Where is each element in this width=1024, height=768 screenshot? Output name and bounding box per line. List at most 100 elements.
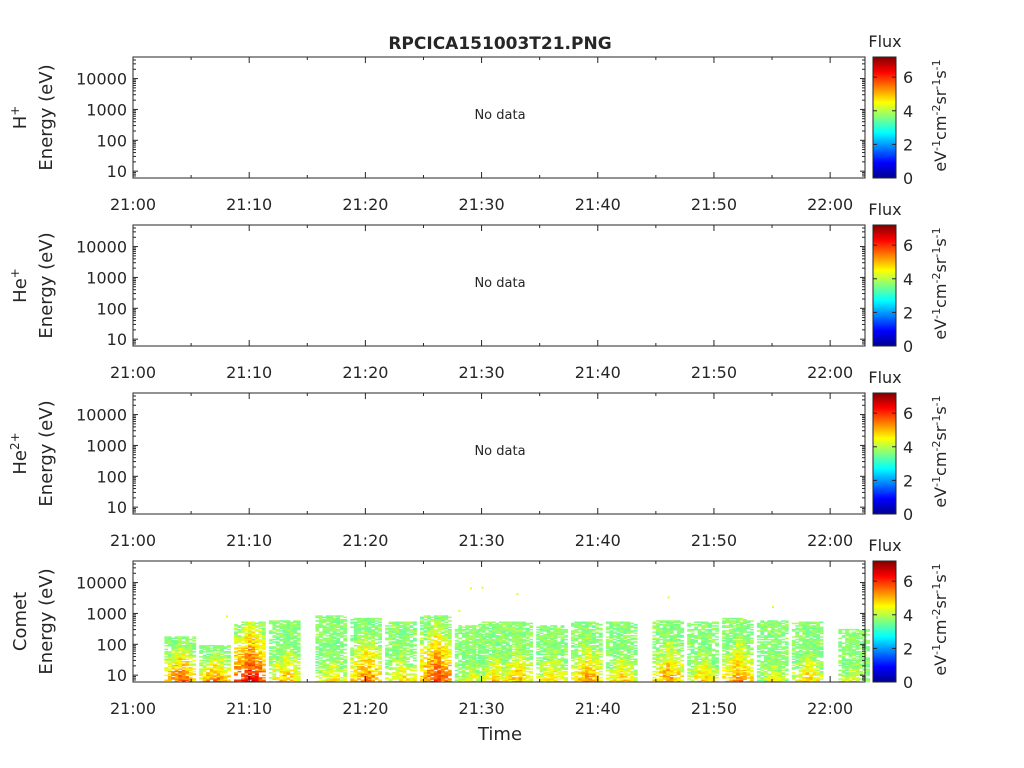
pixel-burst-1 (223, 663, 228, 665)
pixel-burst-8 (468, 645, 473, 647)
pixel-burst-12 (598, 633, 603, 636)
pixel-burst-13 (626, 657, 631, 659)
pixel-burst-0 (167, 641, 172, 643)
pixel-burst-11 (560, 637, 565, 640)
pixel-burst-2 (248, 659, 252, 662)
pixel-burst-12 (585, 666, 589, 668)
pixel-burst-8 (461, 630, 466, 632)
pixel-burst-5 (350, 674, 355, 677)
pixel-burst-0 (192, 642, 197, 644)
pixel-burst-1 (209, 673, 214, 675)
pixel-burst-8 (458, 649, 463, 652)
pixel-burst-3 (272, 641, 277, 643)
pixel-burst-1 (209, 668, 214, 670)
pixel-burst-13 (616, 674, 621, 677)
pixel-burst-7 (444, 662, 449, 664)
pixel-burst-4 (318, 625, 323, 627)
pixel-burst-5 (364, 667, 368, 669)
pixel-burst-8 (475, 643, 480, 646)
pixel-burst-9 (492, 662, 496, 664)
pixel-burst-3 (282, 669, 287, 672)
pixel-burst-11 (539, 630, 544, 632)
pixel-burst-9 (492, 621, 496, 623)
pixel-burst-8 (475, 648, 480, 651)
pixel-burst-0 (181, 645, 186, 647)
pixel-burst-4 (322, 674, 327, 677)
pixel-burst-7 (433, 622, 438, 625)
pixel-burst-10 (508, 635, 513, 637)
pixel-burst-6 (399, 622, 403, 625)
pixel-burst-5 (374, 668, 379, 670)
pixel-burst-5 (378, 670, 382, 673)
pixel-burst-4 (336, 658, 341, 660)
pixel-burst-6 (406, 668, 410, 670)
pixel-burst-7 (437, 667, 442, 669)
pixel-burst-3 (286, 668, 291, 670)
pixel-burst-7 (430, 626, 435, 628)
pixel-burst-1 (213, 653, 217, 656)
pixel-burst-0 (181, 677, 186, 679)
pixel-burst-9 (485, 646, 489, 648)
pixel-burst-12 (571, 632, 575, 635)
pixel-burst-13 (605, 677, 610, 679)
pixel-burst-10 (518, 679, 523, 681)
pixel-burst-6 (402, 667, 407, 669)
pixel-burst-4 (329, 626, 334, 628)
colorbar-label: eV-1cm-2sr-1s-1 (930, 59, 950, 171)
pixel-burst-4 (329, 678, 334, 680)
pixel-burst-4 (325, 667, 330, 669)
pixel-burst-13 (616, 675, 621, 678)
pixel-burst-4 (336, 626, 341, 628)
pixel-burst-6 (385, 677, 389, 679)
pixel-burst-12 (585, 653, 589, 656)
pixel-burst-7 (427, 662, 431, 664)
pixel-burst-11 (550, 658, 554, 660)
pixel-burst-10 (525, 667, 530, 669)
pixel-burst-7 (444, 659, 449, 662)
pixel-burst-13 (626, 626, 631, 628)
pixel-burst-10 (508, 674, 513, 677)
pixel-burst-6 (392, 628, 396, 631)
pixel-burst-2 (262, 625, 266, 627)
pixel-burst-4 (322, 616, 327, 619)
pixel-burst-10 (518, 627, 523, 630)
pixel-burst-3 (289, 622, 294, 625)
pixel-burst-7 (423, 651, 428, 653)
pixel-burst-1 (202, 648, 207, 651)
pixel-burst-6 (402, 632, 407, 635)
pixel-burst-8 (461, 636, 466, 638)
pixel-burst-6 (399, 631, 403, 633)
pixel-burst-1 (216, 664, 221, 667)
pixel-burst-8 (468, 679, 473, 681)
pixel-burst-7 (433, 631, 438, 633)
pixel-burst-5 (371, 643, 375, 646)
pixel-burst-7 (437, 617, 442, 620)
pixel-burst-8 (458, 675, 463, 678)
pixel-burst-10 (529, 653, 533, 656)
pixel-burst-0 (164, 668, 169, 670)
pixel-burst-2 (255, 656, 259, 658)
pixel-burst-10 (508, 656, 513, 658)
pixel-burst-9 (478, 657, 482, 659)
pixel-burst-0 (185, 664, 190, 667)
pixel-burst-8 (454, 669, 459, 672)
pixel-burst-14 (655, 674, 660, 677)
pixel-burst-1 (220, 662, 224, 664)
pixel-burst-5 (367, 646, 372, 648)
pixel-burst-1 (227, 664, 231, 667)
pixel-burst-10 (501, 663, 506, 665)
pixel-burst-12 (571, 651, 575, 653)
pixel-burst-13 (605, 664, 610, 667)
pixel-burst-3 (268, 677, 273, 679)
pixel-burst-10 (515, 621, 520, 623)
pixel-burst-10 (515, 658, 520, 660)
pixel-burst-9 (478, 645, 482, 647)
pixel-burst-7 (420, 637, 424, 640)
pixel-burst-10 (525, 649, 530, 652)
pixel-burst-3 (296, 678, 301, 680)
pixel-burst-2 (244, 672, 249, 674)
pixel-burst-11 (543, 645, 547, 647)
pixel-burst-11 (553, 653, 558, 656)
pixel-burst-2 (244, 636, 249, 638)
pixel-burst-0 (167, 640, 172, 642)
